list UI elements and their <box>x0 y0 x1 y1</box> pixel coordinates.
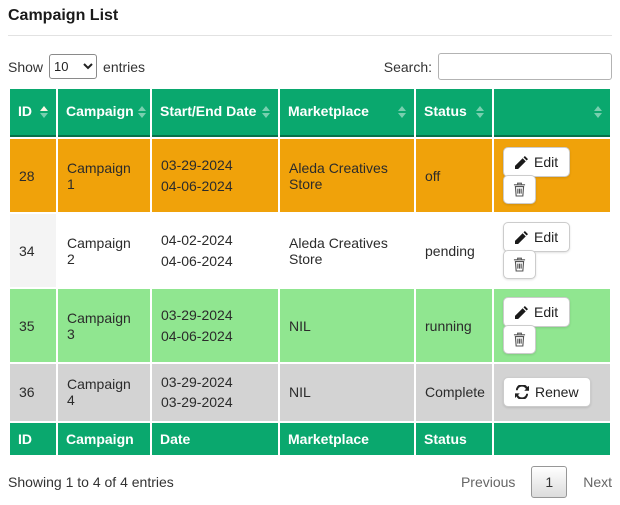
page-length-select[interactable]: 10 <box>49 54 98 79</box>
footer-status: Status <box>416 422 492 455</box>
cell-campaign: Campaign 1 <box>58 139 150 212</box>
pencil-icon <box>515 155 528 169</box>
sort-icon <box>594 106 602 118</box>
footer-actions <box>494 422 610 455</box>
table-row: 36 Campaign 4 03-29-2024 03-29-2024 NIL … <box>10 364 610 421</box>
cell-actions: Renew <box>494 364 610 421</box>
end-date: 03-29-2024 <box>161 394 233 411</box>
table-controls: Show 10 entries Search: <box>8 53 612 80</box>
cell-id: 34 <box>10 214 56 287</box>
end-date: 04-06-2024 <box>161 177 233 194</box>
cell-status: off <box>416 139 492 212</box>
delete-button[interactable] <box>503 325 536 354</box>
cell-campaign: Campaign 4 <box>58 364 150 421</box>
end-date: 04-06-2024 <box>161 252 233 269</box>
table-header: ID Campaign Start/End Date Marketplace S… <box>10 89 610 137</box>
page-1-button[interactable]: 1 <box>531 465 568 498</box>
cell-status: pending <box>425 242 475 259</box>
cell-marketplace: Aleda Creatives Store <box>280 139 414 212</box>
cell-dates: 03-29-2024 04-06-2024 <box>152 139 278 212</box>
search-label: Search: <box>383 58 432 75</box>
header-campaign[interactable]: Campaign <box>58 89 150 137</box>
cell-marketplace: NIL <box>280 364 414 421</box>
edit-button[interactable]: Edit <box>503 297 571 327</box>
cell-id: 35 <box>10 289 56 362</box>
delete-button[interactable] <box>503 250 536 279</box>
show-label: Show <box>8 58 44 75</box>
footer-id: ID <box>10 422 56 455</box>
campaign-table: ID Campaign Start/End Date Marketplace S… <box>8 87 612 457</box>
cell-dates: 03-29-2024 04-06-2024 <box>152 289 278 362</box>
cell-actions: Edit <box>494 214 610 287</box>
previous-page-button[interactable]: Previous <box>460 473 516 490</box>
header-start-end-date[interactable]: Start/End Date <box>152 89 278 137</box>
cell-status: Complete <box>416 364 492 421</box>
header-marketplace[interactable]: Marketplace <box>280 89 414 137</box>
footer-marketplace: Marketplace <box>280 422 414 455</box>
next-page-button[interactable]: Next <box>583 473 612 490</box>
cell-dates: 03-29-2024 03-29-2024 <box>152 364 278 421</box>
header-id[interactable]: ID <box>10 89 56 137</box>
cell-campaign: Campaign 2 <box>67 234 131 267</box>
table-row: 35 Campaign 3 03-29-2024 04-06-2024 NIL … <box>10 289 610 362</box>
search-input[interactable] <box>438 53 612 80</box>
pencil-icon <box>515 230 528 244</box>
table-footer: ID Campaign Date Marketplace Status <box>10 422 610 455</box>
end-date: 04-06-2024 <box>161 327 233 344</box>
sort-icon <box>398 106 406 118</box>
cell-dates: 04-02-2024 04-06-2024 <box>152 214 278 287</box>
header-status[interactable]: Status <box>416 89 492 137</box>
footer-row: ID Campaign Date Marketplace Status <box>10 422 610 455</box>
cell-actions: Edit <box>494 139 610 212</box>
cell-id: 28 <box>10 139 56 212</box>
trash-icon <box>513 182 526 197</box>
sort-icon <box>137 106 146 118</box>
start-date: 03-29-2024 <box>161 307 233 324</box>
table-body: 28 Campaign 1 03-29-2024 04-06-2024 Aled… <box>10 139 610 421</box>
trash-icon <box>513 332 526 347</box>
footer-date: Date <box>152 422 278 455</box>
start-date: 04-02-2024 <box>161 232 233 249</box>
cell-status: running <box>416 289 492 362</box>
pencil-icon <box>515 305 528 319</box>
cell-marketplace: Aleda Creatives Store <box>289 234 388 267</box>
entries-summary: Showing 1 to 4 of 4 entries <box>8 473 174 490</box>
refresh-icon <box>515 385 529 400</box>
bottom-bar: Showing 1 to 4 of 4 entries Previous 1 N… <box>8 465 612 498</box>
pagination: Previous 1 Next <box>460 465 612 498</box>
table-row: 28 Campaign 1 03-29-2024 04-06-2024 Aled… <box>10 139 610 212</box>
cell-id: 36 <box>10 364 56 421</box>
header-actions[interactable] <box>494 89 610 137</box>
table-row: 34 Campaign 2 04-02-2024 04-06-2024 Aled… <box>10 214 610 287</box>
cell-campaign: Campaign 3 <box>58 289 150 362</box>
edit-button[interactable]: Edit <box>503 222 571 252</box>
start-date: 03-29-2024 <box>161 157 233 174</box>
start-date: 03-29-2024 <box>161 374 233 390</box>
header-row: ID Campaign Start/End Date Marketplace S… <box>10 89 610 137</box>
sort-icon <box>476 106 484 118</box>
page-title: Campaign List <box>8 7 119 24</box>
sort-icon <box>262 106 270 118</box>
renew-button[interactable]: Renew <box>503 377 591 408</box>
cell-marketplace: NIL <box>280 289 414 362</box>
title-divider <box>8 35 612 36</box>
page-length-control: Show 10 entries <box>8 54 145 79</box>
delete-button[interactable] <box>503 175 536 204</box>
entries-label: entries <box>103 58 146 75</box>
sort-icon <box>40 106 48 118</box>
trash-icon <box>513 257 526 272</box>
footer-campaign: Campaign <box>58 422 150 455</box>
cell-actions: Edit <box>494 289 610 362</box>
edit-button[interactable]: Edit <box>503 147 571 177</box>
search-control: Search: <box>384 53 612 80</box>
